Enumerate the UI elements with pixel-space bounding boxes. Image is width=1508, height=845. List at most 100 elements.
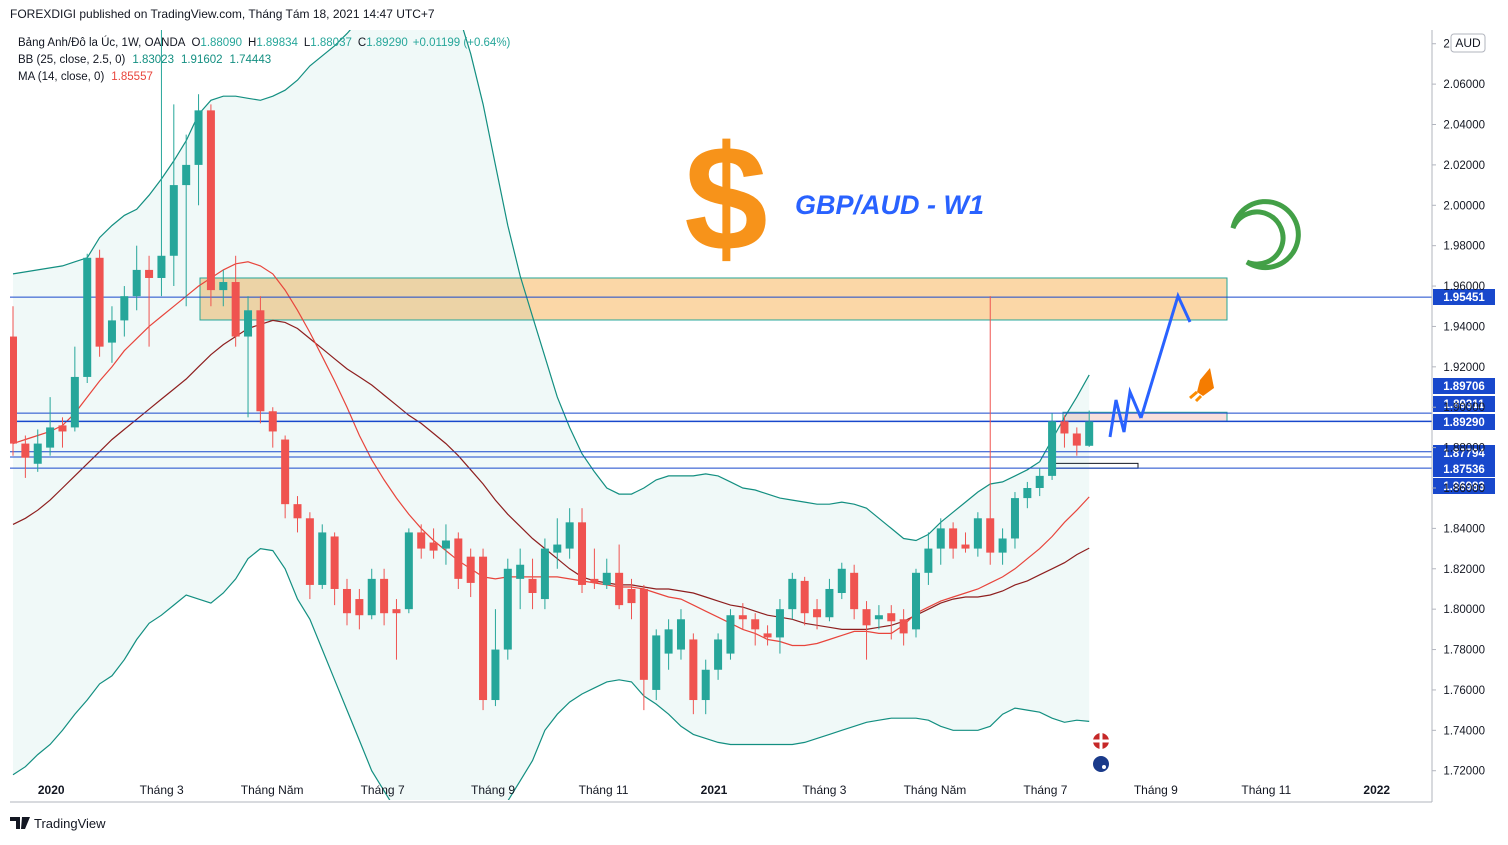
zone [199,277,1228,321]
candle-body [1010,498,1019,539]
candle-body [479,556,488,701]
y-tick-label: 2.02000 [1443,160,1485,172]
legend-change: +0.01199 (+0.64%) [413,37,511,49]
y-tick-label: 1.74000 [1443,725,1485,737]
candle-body [182,164,191,186]
price-label: 1.95451 [1443,292,1485,304]
bollinger-lower [12,547,1090,800]
y-tick-label: 1.90000 [1443,402,1485,414]
candle-body [553,544,562,553]
candle-body [21,443,30,458]
candle-body [639,588,648,680]
candle-body [1072,433,1081,446]
bollinger-basis [12,319,1090,631]
dollar-glyph: $ [684,114,767,282]
y-tick-label: 1.84000 [1443,523,1485,535]
candle-body [380,578,389,614]
candle-body [949,528,958,549]
y-tick-label: 2.04000 [1443,120,1485,132]
candle-body [169,185,178,256]
price-label-box [1433,414,1495,430]
x-tick-label: 2020 [38,783,65,797]
candle-body [58,425,67,432]
candle-body [961,544,970,549]
candle-body [305,518,314,585]
price-label: 1.89311 [1444,399,1486,411]
candle-body [602,572,611,585]
candle-body [850,572,859,610]
candle-body [998,538,1007,553]
candle-body [887,613,896,622]
y-tick-label: 1.78000 [1443,645,1485,657]
y-tick-label: 1.76000 [1443,685,1485,697]
y-tick-label: 1.82000 [1443,564,1485,576]
legend: Bảng Anh/Đô la Úc, 1W, OANDA O1.88090 H1.8… [18,36,511,83]
legend-symbol: Bảng Anh/Đô la Úc, 1W, OANDA [18,36,186,49]
candle-body [145,269,154,278]
y-tick-label: 1.98000 [1443,241,1485,253]
bollinger-upper [12,30,1090,542]
candle-body [268,411,277,432]
currency-label[interactable]: AUD [1455,36,1481,50]
x-tick-label: Tháng Năm [904,783,967,797]
footer-brand: TradingView [34,816,106,831]
x-tick-label: Tháng 3 [140,783,184,797]
candle-body [206,110,215,291]
legend-value: 1.89834 [256,37,298,49]
candle-body [726,615,735,654]
candle-body [330,536,339,589]
candle-body [491,649,500,701]
candle-body [441,540,450,549]
candle-body [466,556,475,583]
candle-body [615,572,624,606]
candle-body [652,635,661,690]
candle-body [813,609,822,618]
legend-main: Bảng Anh/Đô la Úc, 1W, OANDA O1.88090 H1.8… [18,36,511,49]
tradingview-logo: TradingView [10,816,106,831]
x-tick-label: Tháng 11 [1241,783,1291,797]
indicator-legend: MA (14, close, 0) 1.85557 [18,71,153,83]
candle-body [874,615,883,620]
candle-body [565,522,574,549]
candle-body [503,568,512,650]
candle-body [95,257,104,347]
indicator-legend: BB (25, close, 2.5, 0) 1.83023 1.91602 1.74… [18,54,271,66]
pair-annotation: GBP/AUD - W1 [795,190,984,220]
indicator-name: BB (25, close, 2.5, 0) [18,54,126,66]
candle-body [231,282,240,337]
x-tick-label: 2022 [1363,783,1390,797]
candle-body [404,532,413,610]
candle-body [775,609,784,638]
candle-body [194,110,203,165]
candle-body [924,548,933,573]
x-tick-label: 2021 [701,783,728,797]
x-tick-label: Tháng 7 [1023,783,1067,797]
candle-body [528,578,537,594]
candle-body [714,639,723,670]
price-label: 1.87794 [1443,448,1485,460]
candle-body [738,615,747,620]
price-label-box [1433,289,1495,305]
candle-body [417,532,426,549]
candle-body [70,376,79,428]
candle-body [293,504,302,519]
price-label-box [1433,396,1495,412]
rocket-icon [1189,368,1214,403]
wave-drawing [1108,386,1143,438]
au-flag [1091,754,1111,774]
candle-body [516,564,525,579]
y-tick-label: 1.94000 [1443,321,1485,333]
currency-badge[interactable] [1450,33,1486,53]
plot-area [10,30,1432,800]
x-tick-label: Tháng 9 [1134,783,1178,797]
indicator-value: 1.91602 [181,54,223,66]
y-tick-label: 2.00000 [1443,200,1485,212]
candle-body [120,296,129,321]
candle-body [107,320,116,343]
candle-body [540,548,549,600]
candle-body [825,588,834,618]
x-tick-label: Tháng 11 [579,783,629,797]
y-tick-label: 1.92000 [1443,362,1485,374]
x-tick-label: Tháng 7 [361,783,405,797]
